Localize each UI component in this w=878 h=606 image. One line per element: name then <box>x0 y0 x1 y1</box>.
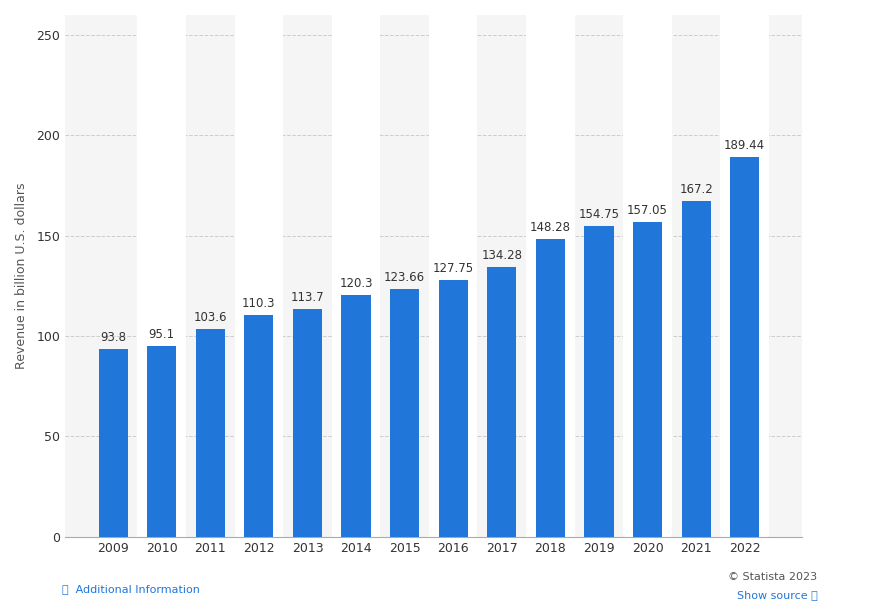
Bar <box>244 316 273 537</box>
Bar <box>390 288 419 537</box>
Text: 148.28: 148.28 <box>529 221 570 234</box>
Text: © Statista 2023: © Statista 2023 <box>728 571 817 582</box>
Bar <box>147 346 176 537</box>
Bar <box>428 15 477 537</box>
Bar <box>536 239 565 537</box>
Text: 154.75: 154.75 <box>578 208 619 221</box>
Bar <box>137 15 186 537</box>
Text: 95.1: 95.1 <box>148 328 175 341</box>
Bar <box>525 15 574 537</box>
Y-axis label: Revenue in billion U.S. dollars: Revenue in billion U.S. dollars <box>15 182 28 369</box>
Text: 120.3: 120.3 <box>339 278 372 290</box>
Bar <box>720 15 768 537</box>
Bar <box>331 15 380 537</box>
Bar <box>438 281 467 537</box>
Text: 93.8: 93.8 <box>100 330 126 344</box>
Text: 127.75: 127.75 <box>432 262 473 275</box>
Bar <box>486 267 515 537</box>
Text: 123.66: 123.66 <box>384 271 425 284</box>
Bar <box>196 329 225 537</box>
Bar <box>680 201 709 537</box>
Text: 189.44: 189.44 <box>723 139 765 152</box>
Bar <box>292 308 321 537</box>
Text: 103.6: 103.6 <box>193 311 227 324</box>
Text: 134.28: 134.28 <box>481 249 522 262</box>
Bar <box>730 156 759 537</box>
Bar <box>632 222 661 537</box>
Text: ⓘ  Additional Information: ⓘ Additional Information <box>61 584 199 594</box>
Bar <box>98 348 127 537</box>
Text: 113.7: 113.7 <box>291 291 324 304</box>
Text: 110.3: 110.3 <box>241 298 276 310</box>
Bar <box>584 226 613 537</box>
Text: 157.05: 157.05 <box>626 204 667 216</box>
Text: 167.2: 167.2 <box>679 183 712 196</box>
Bar <box>341 295 371 537</box>
Bar <box>234 15 283 537</box>
Text: Show source ⓘ: Show source ⓘ <box>736 590 817 600</box>
Bar <box>623 15 671 537</box>
